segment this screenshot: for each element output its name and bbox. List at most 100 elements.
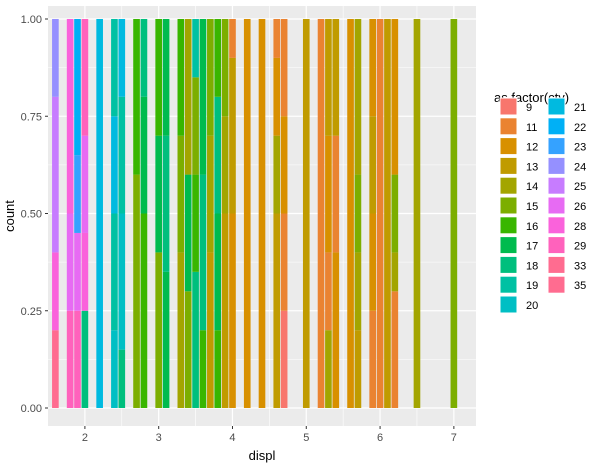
x-tick-label: 6: [377, 432, 383, 444]
bar-segment: [118, 349, 126, 408]
y-axis-ticks: 0.00 0.25 0.50 0.75 1.00: [21, 14, 48, 415]
bar-segment: [273, 135, 281, 214]
bar-segment: [155, 19, 163, 136]
bar-segment: [155, 135, 163, 253]
bar-segment: [332, 135, 340, 253]
bar-segment: [74, 232, 81, 311]
bar-segment: [214, 213, 222, 331]
bar-segment: [214, 96, 222, 214]
legend-key: [499, 137, 518, 156]
bars: [52, 19, 458, 408]
bar-segment: [391, 19, 399, 175]
bar-segment: [74, 155, 81, 233]
bar-segment: [184, 19, 192, 175]
bar-segment: [155, 252, 163, 408]
bar-segment: [229, 213, 236, 408]
legend-key: [499, 255, 518, 274]
bar-segment: [199, 174, 207, 331]
bar-segment: [369, 213, 377, 311]
legend-key: [547, 275, 566, 294]
legend-label: 33: [574, 260, 586, 272]
bar-segment: [133, 174, 140, 408]
bar-segment: [111, 19, 118, 117]
bar-segment: [450, 19, 458, 408]
bar-segment: [273, 57, 281, 136]
bar-segment: [133, 19, 140, 175]
legend-label: 28: [574, 221, 586, 233]
bar-segment: [273, 213, 281, 408]
bar-segment: [74, 310, 81, 408]
bar-segment: [354, 174, 362, 253]
bar-segment: [192, 77, 199, 175]
y-tick-label: 0.75: [21, 111, 42, 123]
bar-segment: [192, 271, 199, 408]
bar-segment: [207, 252, 214, 408]
bar-segment: [162, 19, 170, 136]
legend-label: 17: [526, 241, 538, 253]
bar-segment: [140, 19, 148, 97]
bar-segment: [111, 116, 118, 214]
bar-segment: [302, 19, 310, 408]
y-tick-label: 0.50: [21, 209, 42, 221]
legend-label: 22: [574, 122, 586, 134]
legend-label: 23: [574, 142, 586, 154]
legend-key: [547, 156, 566, 175]
legend-key: [547, 97, 566, 116]
x-tick-label: 7: [451, 432, 457, 444]
x-axis-title: displ: [249, 448, 276, 463]
bar-segment: [66, 19, 74, 214]
bar-segment: [118, 213, 126, 350]
bar-segment: [354, 252, 362, 331]
bar-segment: [214, 19, 222, 97]
bar-segment: [317, 19, 325, 408]
legend-label: 14: [526, 181, 538, 193]
x-tick-label: 3: [156, 432, 162, 444]
legend-key: [547, 137, 566, 156]
x-tick-label: 2: [82, 432, 88, 444]
bar-segment: [199, 19, 207, 175]
legend-label: 9: [526, 102, 532, 114]
legend-label: 13: [526, 161, 538, 173]
bar-segment: [229, 57, 236, 214]
legend-label: 16: [526, 221, 538, 233]
bar-segment: [184, 291, 192, 408]
bar-segment: [96, 19, 103, 408]
bar-segment: [280, 310, 288, 408]
bar-segment: [369, 310, 377, 408]
legend-key: [499, 196, 518, 215]
y-tick-label: 1.00: [21, 14, 42, 26]
y-tick-label: 0.25: [21, 306, 42, 318]
legend-label: 35: [574, 280, 586, 292]
legend-label: 15: [526, 201, 538, 213]
x-axis-ticks: 2 3 4 5 6 7: [82, 426, 457, 444]
bar-segment: [354, 19, 362, 175]
bar-segment: [413, 19, 421, 408]
legend-key: [499, 117, 518, 136]
bar-segment: [177, 19, 185, 136]
bar-segment: [332, 19, 340, 136]
bar-segment: [81, 19, 89, 136]
bar-segment: [81, 232, 89, 311]
bar-segment: [391, 252, 399, 292]
bar-segment: [177, 135, 185, 253]
bar-segment: [221, 213, 229, 408]
bar-segment: [52, 330, 59, 408]
bar-segment: [354, 330, 362, 408]
bar-segment: [325, 330, 332, 408]
x-tick-label: 5: [303, 432, 309, 444]
bar-segment: [74, 19, 81, 156]
y-axis-title: count: [2, 200, 17, 232]
legend-key: [547, 216, 566, 235]
bar-segment: [280, 19, 288, 117]
bar-segment: [140, 213, 148, 408]
bar-segment: [177, 252, 185, 408]
bar-segment: [192, 19, 199, 78]
bar-segment: [111, 213, 118, 331]
legend-label: 12: [526, 142, 538, 154]
legend-key: [499, 97, 518, 116]
legend-key: [499, 275, 518, 294]
bar-segment: [221, 116, 229, 214]
bar-segment: [199, 330, 207, 408]
bar-segment: [207, 19, 214, 136]
